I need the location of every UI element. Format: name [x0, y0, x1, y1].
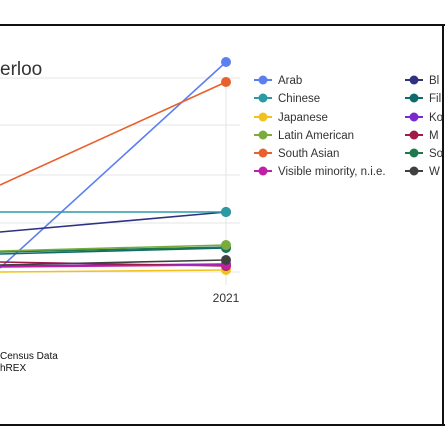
series-line	[0, 247, 227, 255]
legend-item: South Asian	[254, 148, 339, 160]
legend-label: Ko	[429, 112, 443, 124]
legend: Arab Chinese Japanese Latin American South A…	[254, 75, 443, 178]
legend-item: Fil	[405, 93, 441, 105]
legend-label: Arab	[278, 75, 302, 87]
legend-item: So	[405, 148, 443, 160]
legend-label: South Asian	[278, 148, 339, 160]
legend-label: Chinese	[278, 93, 320, 105]
legend-swatch-dot	[258, 112, 268, 122]
legend-item: Arab	[254, 75, 302, 87]
series-line	[0, 263, 227, 267]
legend-swatch-dot	[258, 148, 268, 158]
legend-item: Chinese	[254, 93, 320, 105]
legend-swatch-dot	[409, 166, 419, 176]
series-point	[221, 77, 231, 87]
series-line	[0, 81, 227, 186]
source-line-2: hREX	[0, 363, 26, 374]
legend-swatch-dot	[258, 93, 268, 103]
legend-swatch-dot	[409, 93, 419, 103]
legend-item: W	[405, 166, 440, 178]
legend-item: Bl	[405, 75, 439, 87]
series-point	[221, 57, 231, 67]
legend-swatch-dot	[258, 130, 268, 140]
legend-label: Fil	[429, 93, 441, 105]
legend-swatch-dot	[409, 75, 419, 85]
chart-title: erloo	[0, 59, 42, 80]
series-point	[221, 255, 231, 265]
series-points	[221, 57, 231, 275]
legend-item: Latin American	[254, 130, 354, 142]
legend-item: Ko	[405, 112, 443, 124]
series-line	[0, 211, 227, 233]
legend-label: Latin American	[278, 130, 354, 142]
series-line	[0, 244, 227, 252]
legend-label: So	[429, 148, 443, 160]
source-line-1: Census Data	[0, 351, 58, 362]
series-point	[221, 207, 231, 217]
series-line	[0, 269, 227, 273]
legend-label: M	[429, 130, 439, 142]
legend-swatch-dot	[258, 166, 268, 176]
legend-label: Japanese	[278, 112, 328, 124]
x-tick-label: 2021	[213, 291, 240, 305]
legend-label: Visible minority, n.i.e.	[278, 166, 386, 178]
series-line	[0, 61, 227, 269]
legend-swatch-dot	[409, 130, 419, 140]
legend-item: M	[405, 130, 439, 142]
series-lines	[0, 61, 227, 273]
series-line	[0, 264, 227, 268]
series-line	[0, 259, 227, 266]
series-point	[221, 240, 231, 250]
legend-label: Bl	[429, 75, 439, 87]
legend-swatch-dot	[409, 148, 419, 158]
series-line	[0, 246, 227, 253]
legend-item: Japanese	[254, 112, 328, 124]
legend-label: W	[429, 166, 440, 178]
legend-swatch-dot	[409, 112, 419, 122]
legend-swatch-dot	[258, 75, 268, 85]
legend-item: Visible minority, n.i.e.	[254, 166, 386, 178]
